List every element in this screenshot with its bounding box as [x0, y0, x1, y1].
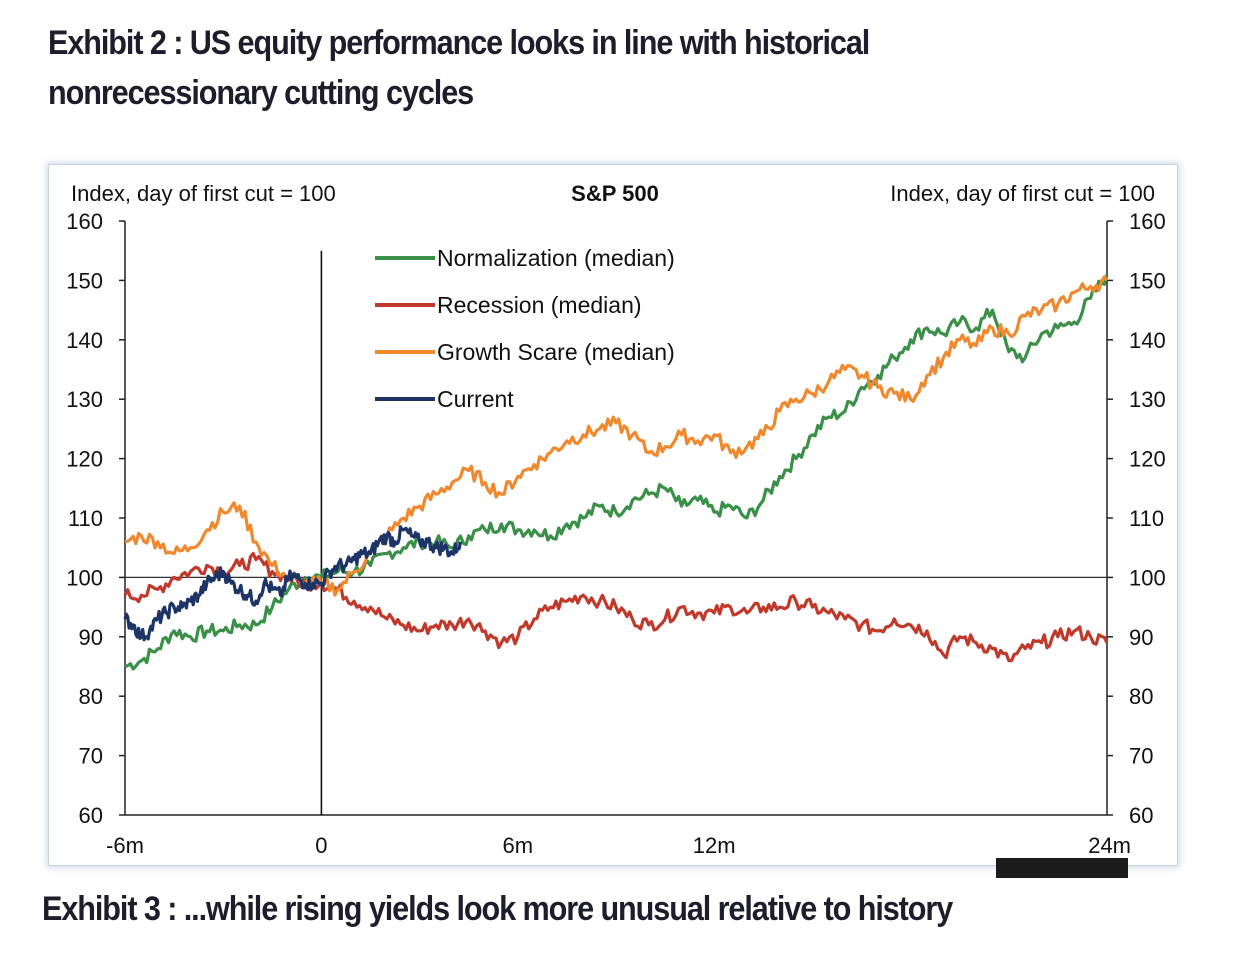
y-tick-label-right-140: 140 — [1129, 328, 1166, 353]
y-tick-label-left-140: 140 — [66, 328, 103, 353]
series-line-current — [123, 525, 463, 642]
x-tick-label-6m: 6m — [503, 833, 534, 858]
legend-label-current: Current — [437, 386, 514, 412]
y-tick-label-left-90: 90 — [79, 625, 103, 650]
sp500-line-chart: Index, day of first cut = 100 S&P 500 In… — [66, 181, 1166, 858]
y-tick-label-right-130: 130 — [1129, 387, 1166, 412]
legend-label-growth-scare-median: Growth Scare (median) — [437, 339, 675, 365]
legend-label-normalization-median: Normalization (median) — [437, 245, 675, 271]
y-tick-label-left-150: 150 — [66, 268, 103, 293]
y-tick-label-left-100: 100 — [66, 565, 103, 590]
chart-title: S&P 500 — [571, 181, 659, 206]
y-tick-label-left-60: 60 — [79, 803, 103, 828]
y-tick-label-right-70: 70 — [1129, 744, 1153, 769]
y-tick-label-left-160: 160 — [66, 209, 103, 234]
y-tick-label-right-100: 100 — [1129, 565, 1166, 590]
x-tick-label--6m: -6m — [106, 833, 144, 858]
exhibit-3-tab-fragment — [996, 858, 1128, 878]
exhibit-2-title-line-1: Exhibit 2 : US equity performance looks … — [48, 24, 870, 62]
left-axis-unit-label: Index, day of first cut = 100 — [71, 181, 336, 206]
x-tick-label-24m: 24m — [1088, 833, 1131, 858]
exhibit-2-title-line-2: nonrecessionary cutting cycles — [48, 74, 474, 112]
series-line-normalization-median — [124, 274, 1109, 671]
y-tick-label-left-130: 130 — [66, 387, 103, 412]
y-tick-label-right-80: 80 — [1129, 684, 1153, 709]
y-tick-label-right-90: 90 — [1129, 625, 1153, 650]
y-tick-label-left-80: 80 — [79, 684, 103, 709]
y-tick-label-left-120: 120 — [66, 447, 103, 472]
y-tick-label-right-120: 120 — [1129, 447, 1166, 472]
y-tick-label-left-70: 70 — [79, 744, 103, 769]
chart-frame: Index, day of first cut = 100 S&P 500 In… — [48, 164, 1178, 866]
x-tick-label-0: 0 — [315, 833, 327, 858]
y-tick-label-right-110: 110 — [1129, 506, 1164, 531]
x-tick-label-12m: 12m — [693, 833, 736, 858]
y-tick-label-right-150: 150 — [1129, 268, 1166, 293]
exhibit-3-title: Exhibit 3 : ...while rising yields look … — [42, 890, 953, 928]
y-tick-label-left-110: 110 — [68, 506, 103, 531]
y-tick-label-right-60: 60 — [1129, 803, 1153, 828]
y-tick-label-right-160: 160 — [1129, 209, 1166, 234]
legend-label-recession-median: Recession (median) — [437, 292, 642, 318]
right-axis-unit-label: Index, day of first cut = 100 — [890, 181, 1155, 206]
